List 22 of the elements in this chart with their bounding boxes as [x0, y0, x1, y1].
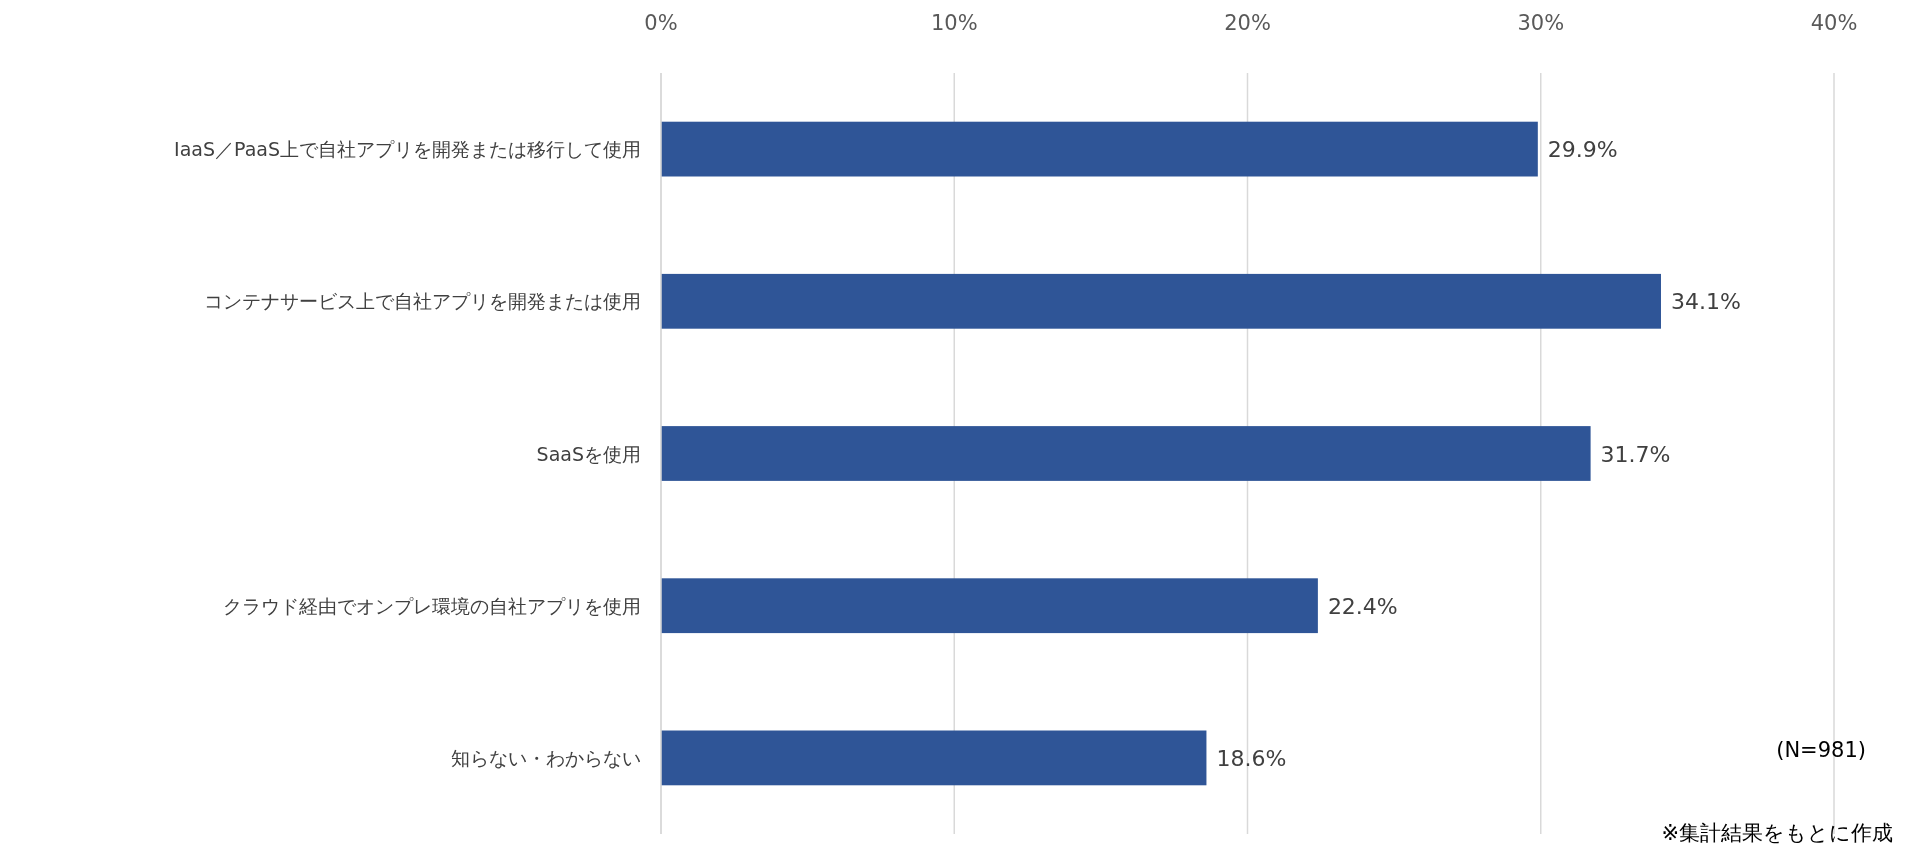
data-label: 31.7%	[1600, 441, 1671, 467]
y-tick-label: クラウド経由でオンプレ環境の自社アプリを使用	[223, 594, 641, 617]
bar	[661, 730, 1207, 786]
bar	[661, 426, 1591, 481]
y-tick-label: SaaSを使用	[536, 442, 641, 465]
x-tick-label: 0%	[644, 11, 678, 35]
bar	[661, 578, 1318, 634]
y-tick-label: IaaS／PaaS上で自社アプリを開発または移行して使用	[174, 138, 641, 161]
y-tick-label: 知らない・わからない	[451, 746, 641, 769]
data-label: 22.4%	[1327, 593, 1398, 619]
data-label: 18.6%	[1216, 745, 1287, 771]
annotation: (N=981)	[1776, 738, 1866, 762]
x-tick-label: 10%	[930, 11, 978, 35]
bar	[661, 273, 1661, 329]
x-tick-label: 30%	[1517, 11, 1565, 35]
x-tick-label: 20%	[1224, 11, 1271, 35]
x-tick-label: 40%	[1810, 11, 1858, 35]
annotation: ※集計結果をもとに作成	[1661, 821, 1893, 845]
data-label: 29.9%	[1547, 137, 1618, 163]
y-tick-label: コンテナサービス上で自社アプリを開発または使用	[204, 290, 641, 313]
bar	[661, 121, 1538, 177]
data-label: 34.1%	[1670, 289, 1741, 315]
